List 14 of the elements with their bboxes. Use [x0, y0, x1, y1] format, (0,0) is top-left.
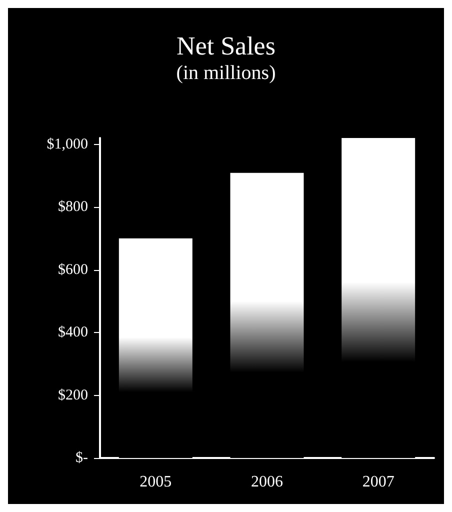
chart-title: Net Sales — [176, 32, 276, 60]
y-tick-label: $1,000 — [46, 136, 88, 152]
x-tick-label: 2005 — [140, 474, 172, 490]
bar — [342, 138, 416, 458]
y-tick-label: $600 — [58, 262, 88, 278]
y-tick-label: $200 — [58, 387, 88, 404]
chart-subtitle: (in millions) — [176, 62, 276, 84]
bar — [118, 238, 192, 458]
x-tick-label: 2006 — [251, 474, 283, 490]
y-tick-label: $800 — [58, 199, 88, 216]
y-tick-label: $- — [76, 450, 88, 466]
bar — [230, 172, 304, 458]
x-tick-label: 2007 — [362, 474, 394, 490]
y-tick-label: $400 — [58, 324, 88, 341]
